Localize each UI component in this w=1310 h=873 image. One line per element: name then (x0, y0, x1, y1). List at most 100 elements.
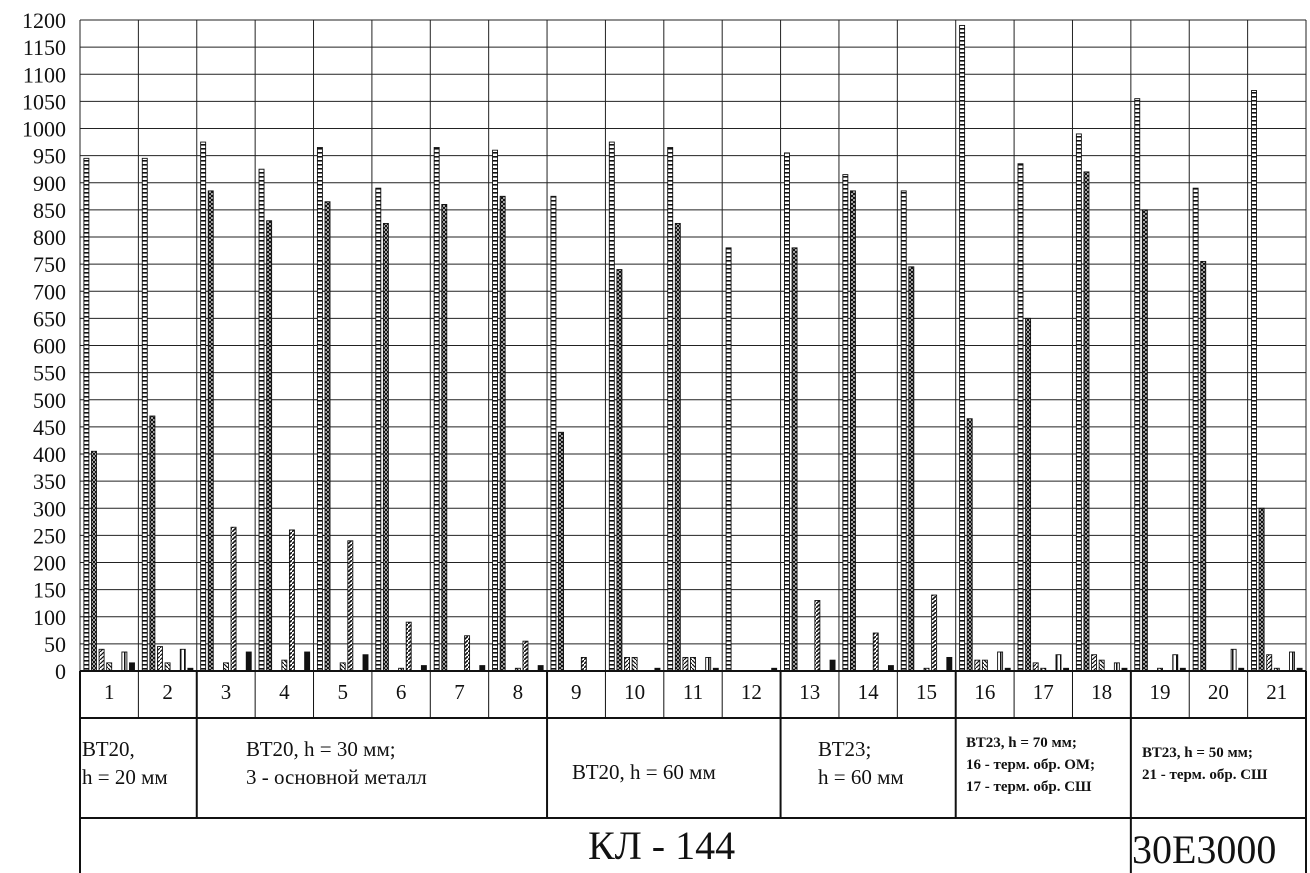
category-number-7: 7 (454, 680, 465, 704)
bar-s1-c20 (1192, 187, 1199, 672)
category-number-9: 9 (570, 680, 582, 704)
bar-s6-c21 (1289, 651, 1295, 672)
category-number-21: 21 (1266, 680, 1288, 704)
bar-s1-c4 (258, 168, 265, 672)
group-label-2: ВТ20, h = 30 мм; 3 - основной металл (246, 737, 427, 789)
y-tick-label: 550 (33, 361, 66, 386)
category-number-14: 14 (857, 680, 879, 704)
y-tick-label: 800 (33, 225, 66, 250)
category-number-1: 1 (103, 680, 115, 704)
bar-s6-c1 (121, 651, 128, 672)
bar-s6-c19 (1172, 654, 1179, 672)
category-number-8: 8 (512, 680, 524, 704)
y-tick-label: 100 (33, 605, 66, 630)
bar-s3-c2 (157, 646, 163, 672)
y-tick-label: 200 (33, 551, 66, 576)
category-number-13: 13 (799, 680, 821, 704)
category-number-10: 10 (624, 680, 646, 704)
category-number-18: 18 (1091, 680, 1113, 704)
bar-s2-c1 (91, 450, 97, 672)
bar-s2-c21 (1258, 507, 1265, 672)
bar-s7-c15 (946, 656, 953, 672)
bar-s4-c2 (164, 662, 171, 672)
y-tick-label: 1000 (22, 117, 66, 142)
category-number-20: 20 (1207, 680, 1229, 704)
bar-s1-c18 (1075, 133, 1082, 672)
y-tick-label: 1100 (23, 62, 66, 87)
bar-s2-c16 (966, 418, 973, 672)
bar-s6-c18 (1113, 662, 1120, 672)
y-tick-label: 400 (33, 442, 66, 467)
bar-s1-c2 (141, 157, 148, 672)
bar-s1-c21 (1251, 90, 1257, 672)
bar-s2-c5 (324, 201, 331, 672)
bar-s1-c5 (316, 147, 323, 672)
bar-s4-c5 (339, 662, 346, 672)
bar-s6-c17 (1055, 654, 1062, 672)
y-tick-label: 950 (33, 144, 66, 169)
y-tick-label: 50 (44, 632, 66, 657)
bar-s5-c3 (230, 526, 237, 672)
bar-s3-c21 (1266, 654, 1273, 672)
bar-s7-c3 (245, 651, 252, 672)
bar-s2-c13 (791, 247, 798, 672)
y-tick-label: 750 (33, 252, 66, 277)
bar-s3-c11 (682, 656, 689, 672)
bar-s3-c1 (98, 648, 105, 672)
category-number-19: 19 (1149, 680, 1171, 704)
group-label-3: ВТ20, h = 60 мм (572, 760, 716, 784)
group-label-6: ВТ23, h = 50 мм; 21 - терм. обр. СШ (1142, 745, 1268, 783)
y-tick-label: 300 (33, 496, 66, 521)
category-number-15: 15 (916, 680, 938, 704)
bar-s1-c13 (784, 152, 790, 672)
bottom-label-left: КЛ - 144 (588, 823, 736, 868)
bar-s6-c11 (705, 656, 712, 672)
bar-s3-c16 (974, 659, 981, 672)
bar-s2-c17 (1025, 317, 1032, 672)
bar-s2-c11 (674, 222, 681, 672)
bar-s2-c14 (849, 190, 856, 672)
bar-s7-c4 (304, 651, 311, 672)
category-number-5: 5 (337, 680, 348, 704)
category-number-2: 2 (162, 680, 173, 704)
category-number-12: 12 (740, 680, 762, 704)
bar-s1-c12 (725, 247, 732, 672)
bar-s6-c20 (1230, 648, 1237, 672)
category-number-6: 6 (395, 680, 407, 704)
bar-s4-c4 (281, 659, 288, 672)
bar-s4-c10 (631, 656, 638, 672)
bar-s2-c2 (149, 415, 156, 672)
y-tick-label: 1150 (23, 35, 66, 60)
bar-s1-c1 (83, 157, 90, 672)
bar-s5-c5 (347, 540, 354, 672)
bar-s1-c6 (375, 187, 382, 672)
y-tick-label: 350 (33, 469, 66, 494)
y-tick-label: 700 (33, 279, 66, 304)
bar-s2-c6 (382, 222, 389, 672)
group-label-1: ВТ20, h = 20 мм (82, 737, 168, 789)
bar-s2-c8 (499, 195, 506, 672)
bar-s1-c8 (492, 149, 499, 672)
bar-s1-c3 (200, 141, 207, 672)
category-number-16: 16 (974, 680, 996, 704)
y-tick-label: 0 (55, 659, 66, 684)
bar-s1-c15 (900, 190, 907, 672)
y-tick-label: 900 (33, 171, 66, 196)
y-tick-label: 850 (33, 198, 66, 223)
y-tick-label: 650 (33, 306, 66, 331)
grid (79, 19, 1307, 672)
bar-s5-c14 (872, 632, 879, 672)
category-number-11: 11 (682, 680, 704, 704)
bar-s4-c11 (690, 656, 696, 672)
y-tick-label: 150 (33, 578, 66, 603)
y-tick-label: 1200 (22, 8, 66, 33)
bar-s4-c16 (981, 659, 988, 672)
bar-s3-c10 (624, 656, 630, 672)
bar-s2-c4 (266, 220, 273, 672)
bar-s2-c18 (1083, 171, 1090, 672)
bar-s5-c9 (580, 656, 587, 672)
bar-s2-c3 (207, 190, 214, 672)
bar-s2-c10 (616, 269, 623, 672)
bar-s5-c8 (522, 640, 529, 672)
